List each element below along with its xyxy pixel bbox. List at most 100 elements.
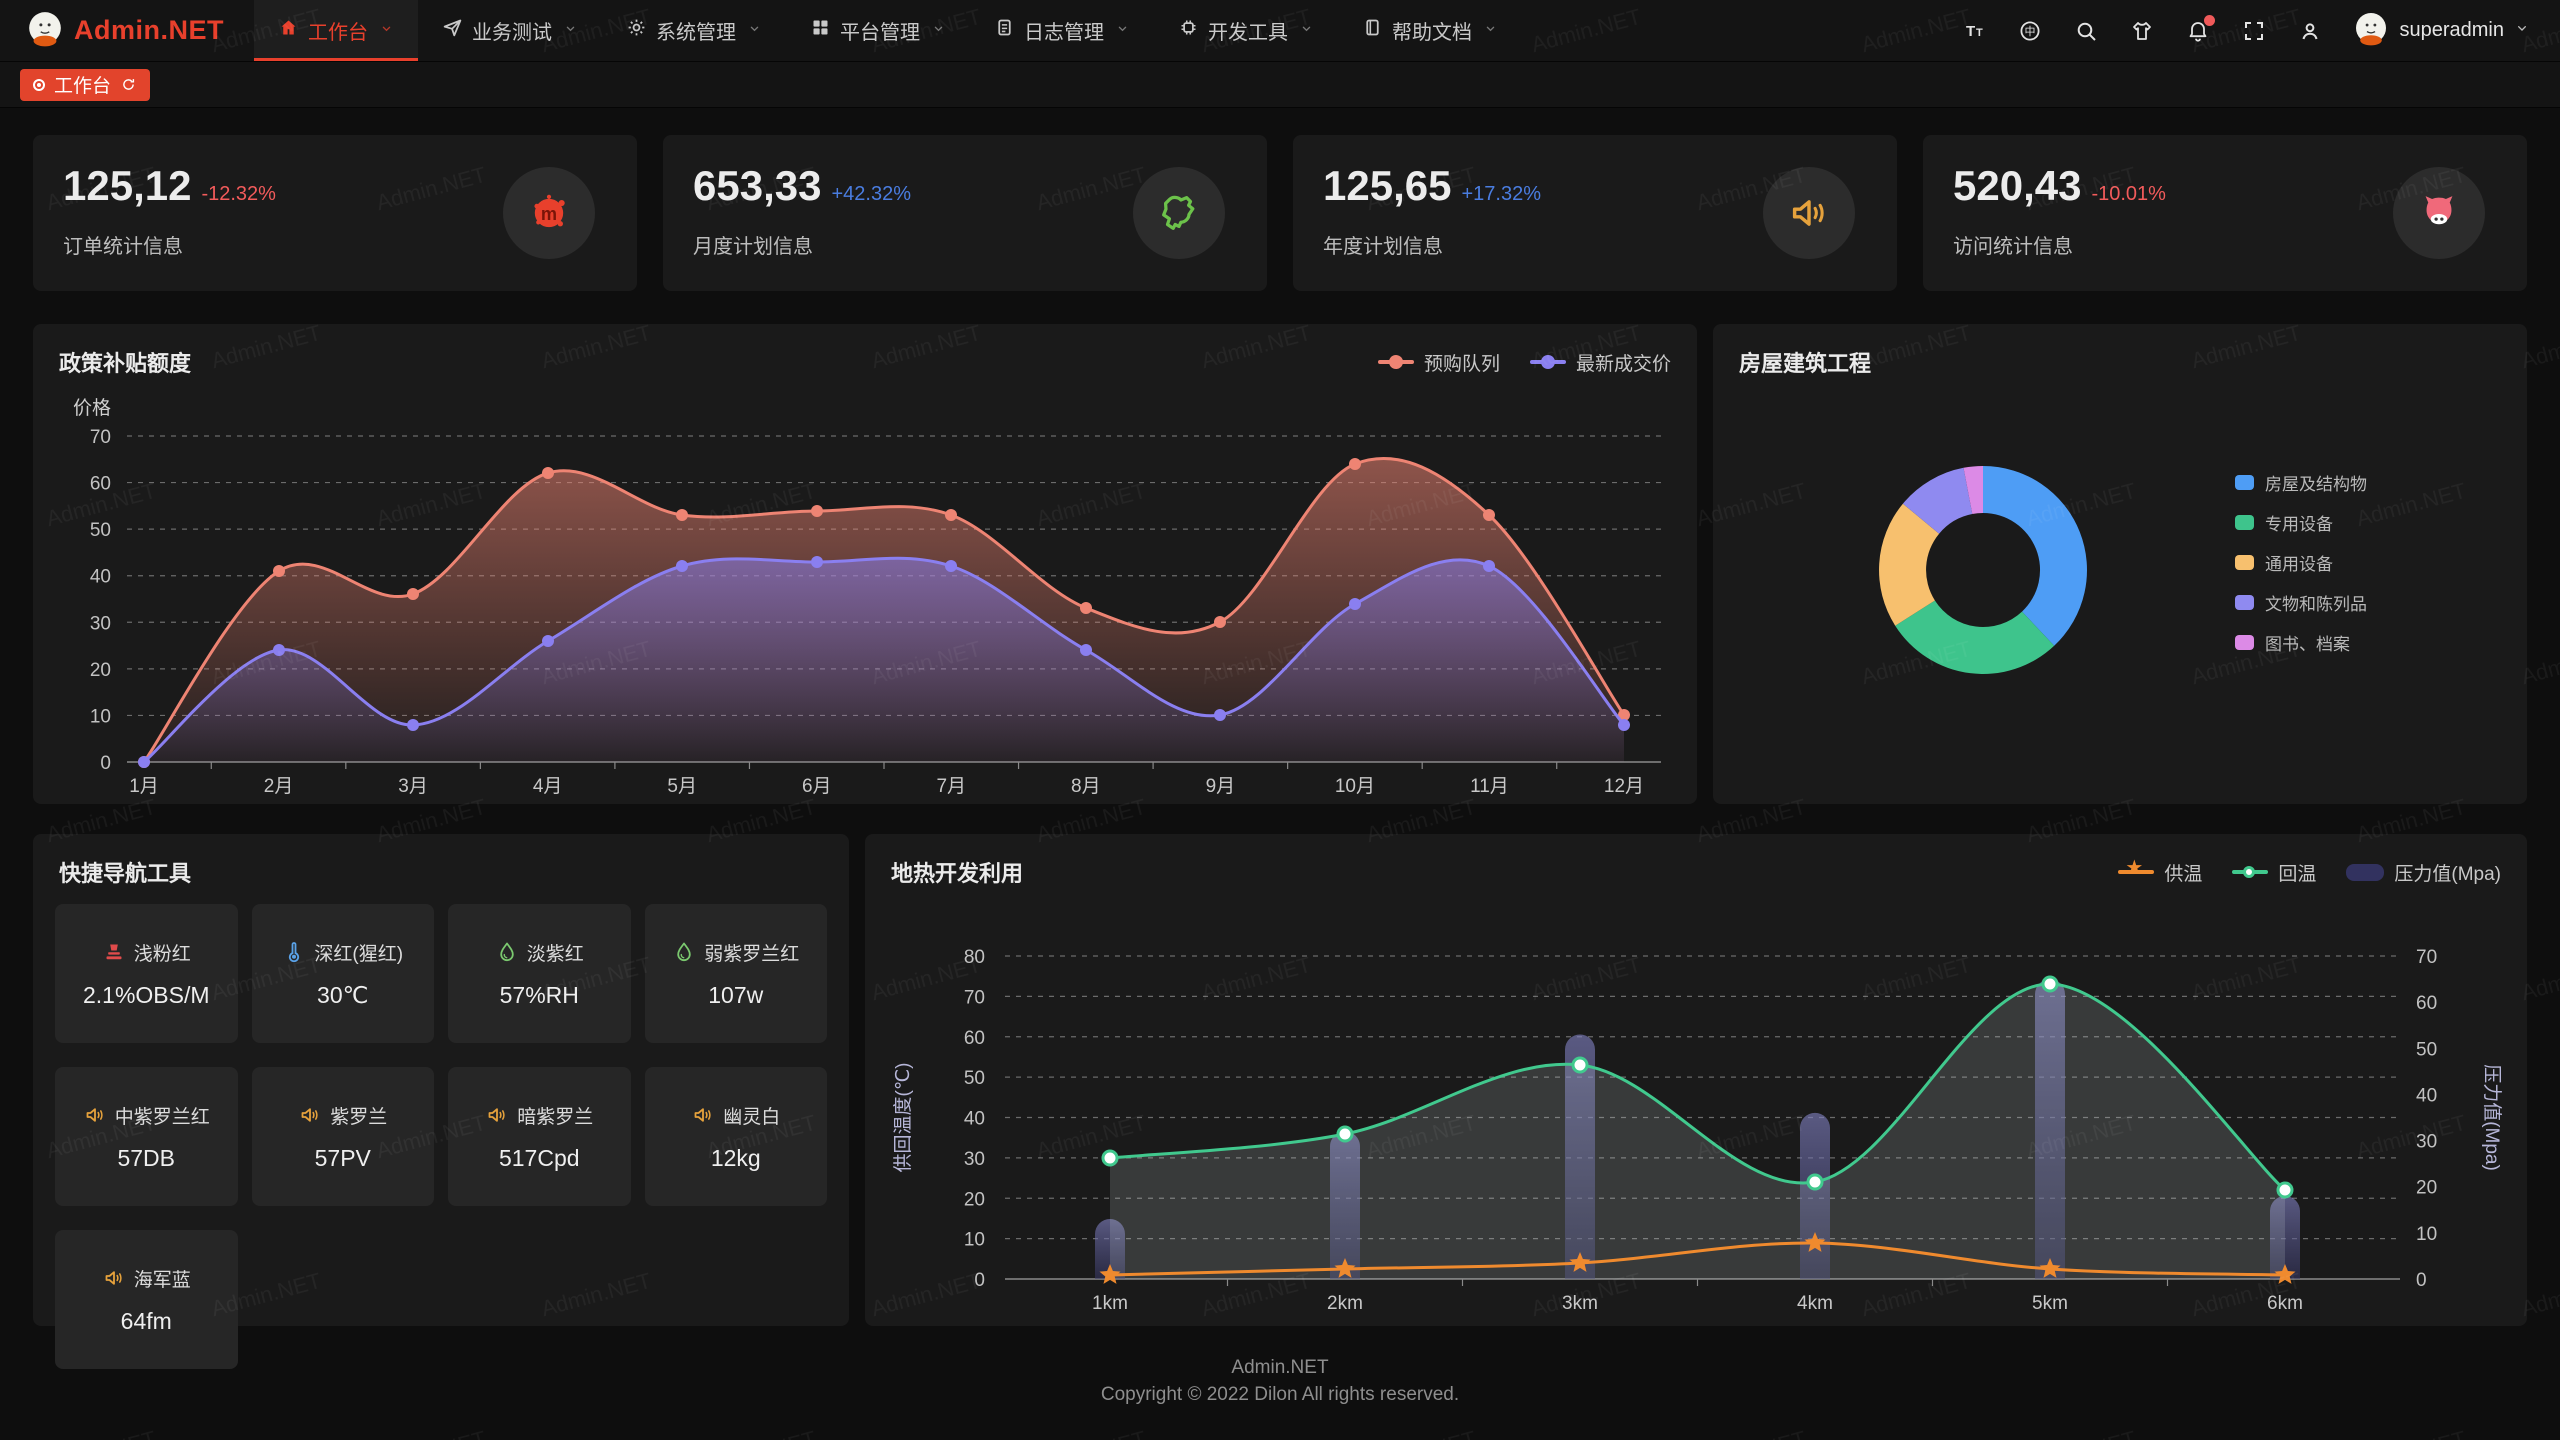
legend-marker xyxy=(2346,863,2385,881)
watermark-text: Admin.NET xyxy=(1034,1426,1149,1440)
stat-cards-row: 125,12 -12.32% 订单统计信息 m 653,33 +42.32% 月度计划信息 1… xyxy=(33,135,2527,291)
quick-nav-value: 57%RH xyxy=(499,981,579,1008)
stat-label: 订单统计信息 xyxy=(63,236,183,258)
quick-nav-item-深红(猩红)[interactable]: 深红(猩红) 30℃ xyxy=(251,904,434,1043)
user-menu[interactable]: superadmin xyxy=(2353,10,2530,51)
svg-text:20: 20 xyxy=(964,1189,985,1210)
chevron-down-icon xyxy=(2514,20,2530,41)
svg-text:0: 0 xyxy=(2416,1270,2427,1291)
china-map-icon xyxy=(1133,167,1225,259)
legend-item-压力值(Mpa)[interactable]: 压力值(Mpa) xyxy=(2346,859,2501,886)
stat-delta: -12.32% xyxy=(201,183,276,205)
stamp-icon xyxy=(102,940,126,964)
speaker-icon xyxy=(485,1103,509,1127)
stat-delta: +17.32% xyxy=(1461,183,1541,205)
nav-item-book[interactable]: 帮助文档 xyxy=(1338,0,1522,61)
quick-nav-grid: 浅粉红 2.1%OBS/M 深红(猩红) 30℃ 淡紫红 57%RH 弱紫罗兰红 107w 中紫… xyxy=(49,892,833,1381)
quick-nav-item-浅粉红[interactable]: 浅粉红 2.1%OBS/M xyxy=(55,904,238,1043)
nav-item-chip[interactable]: 开发工具 xyxy=(1154,0,1338,61)
svg-text:9月: 9月 xyxy=(1206,776,1236,794)
footer: Admin.NET Copyright © 2022 Dilon All rig… xyxy=(33,1354,2527,1408)
nav-item-send[interactable]: 业务测试 xyxy=(418,0,602,61)
svg-text:40: 40 xyxy=(964,1109,985,1130)
brand[interactable]: Admin.NET xyxy=(0,0,238,61)
svg-text:T: T xyxy=(1976,27,1983,39)
svg-text:30: 30 xyxy=(964,1149,985,1170)
building-chart-panel: 房屋建筑工程 房屋及结构物 专用设备通用设备文物和陈列品图书、档案 xyxy=(1713,324,2527,804)
stat-card-3: 125,65 +17.32% 年度计划信息 xyxy=(1293,135,1897,291)
stat-delta: -10.01% xyxy=(2091,183,2166,205)
nav-item-gear[interactable]: 系统管理 xyxy=(602,0,786,61)
svg-text:10: 10 xyxy=(964,1230,985,1251)
quick-nav-item-弱紫罗兰红[interactable]: 弱紫罗兰红 107w xyxy=(644,904,827,1043)
quick-nav-value: 517Cpd xyxy=(498,1144,580,1171)
speaker-icon xyxy=(83,1103,107,1127)
language-icon[interactable]: 中 xyxy=(2017,18,2043,44)
quick-nav-name: 淡紫红 xyxy=(526,943,584,965)
bell-icon[interactable] xyxy=(2185,14,2216,44)
fullscreen-icon[interactable] xyxy=(2241,18,2267,44)
quick-nav-item-幽灵白[interactable]: 幽灵白 12kg xyxy=(644,1067,827,1206)
svg-text:7月: 7月 xyxy=(936,776,966,794)
watermark-text: Admin.NET xyxy=(704,1426,819,1440)
speaker-icon xyxy=(1763,167,1855,259)
svg-text:4月: 4月 xyxy=(533,776,563,794)
subsidy-chart-title: 政策补贴额度 xyxy=(59,351,192,376)
legend-item-文物和陈列品[interactable]: 文物和陈列品 xyxy=(2235,590,2367,615)
legend-item-图书、档案[interactable]: 图书、档案 xyxy=(2235,630,2367,655)
quick-nav-value: 2.1%OBS/M xyxy=(82,981,210,1008)
svg-text:50: 50 xyxy=(2416,1039,2437,1060)
legend-item-通用设备[interactable]: 通用设备 xyxy=(2235,550,2367,575)
stat-value: 125,12 xyxy=(63,162,192,209)
svg-text:6月: 6月 xyxy=(802,776,832,794)
quick-nav-item-紫罗兰[interactable]: 紫罗兰 57PV xyxy=(251,1067,434,1206)
legend-item-专用设备[interactable]: 专用设备 xyxy=(2235,510,2367,535)
svg-text:价格: 价格 xyxy=(73,397,111,419)
charts-row: 政策补贴额度 预购队列 最新成交价 0 10 20 30 40 50 60 70 价格 1月 2月 3月… xyxy=(33,324,2527,804)
nav-item-label: 日志管理 xyxy=(1024,22,1104,44)
legend-item-回温[interactable]: 回温 xyxy=(2232,859,2316,886)
refresh-icon[interactable] xyxy=(120,76,137,93)
tab-工作台[interactable]: 工作台 xyxy=(20,68,151,101)
app-logo-avatar xyxy=(26,9,64,52)
watermark-text: Admin.NET xyxy=(2024,1426,2139,1440)
legend-swatch xyxy=(2235,635,2254,650)
watermark-text: Admin.NET xyxy=(1364,1426,1479,1440)
stat-card-2: 653,33 +42.32% 月度计划信息 xyxy=(663,135,1267,291)
brand-name: Admin.NET xyxy=(74,15,224,45)
legend-item-预购队列[interactable]: 预购队列 xyxy=(1377,349,1500,376)
user-icon[interactable] xyxy=(2297,18,2323,44)
legend-item-最新成交价[interactable]: 最新成交价 xyxy=(1529,349,1671,376)
legend-label: 供温 xyxy=(2164,863,2203,885)
nav-item-home[interactable]: 工作台 xyxy=(254,0,418,61)
search-icon[interactable] xyxy=(2073,18,2099,44)
quick-nav-item-暗紫罗兰[interactable]: 暗紫罗兰 517Cpd xyxy=(448,1067,631,1206)
username: superadmin xyxy=(2399,19,2504,41)
nav-item-grid[interactable]: 平台管理 xyxy=(786,0,970,61)
quick-nav-item-中紫罗兰红[interactable]: 中紫罗兰红 57DB xyxy=(55,1067,238,1206)
speaker-icon xyxy=(691,1103,715,1127)
quick-nav-item-淡紫红[interactable]: 淡紫红 57%RH xyxy=(448,904,631,1043)
legend-swatch xyxy=(2235,555,2254,570)
legend-item-供温[interactable]: ★ 供温 xyxy=(2118,858,2203,886)
watermark-text: Admin.NET xyxy=(374,1426,489,1440)
building-chart-title: 房屋建筑工程 xyxy=(1739,351,1872,376)
nav-item-label: 工作台 xyxy=(308,22,368,44)
quick-nav-panel: 快捷导航工具 浅粉红 2.1%OBS/M 深红(猩红) 30℃ 淡紫红 57%RH 弱紫罗兰… xyxy=(33,834,849,1369)
nav-item-label: 帮助文档 xyxy=(1392,22,1472,44)
legend-item-房屋及结构物[interactable]: 房屋及结构物 xyxy=(2235,470,2367,495)
legend-label: 回温 xyxy=(2278,863,2317,885)
legend-label: 图书、档案 xyxy=(2265,635,2350,654)
svg-text:m: m xyxy=(541,204,557,224)
svg-text:5km: 5km xyxy=(2032,1293,2068,1314)
theme-icon[interactable] xyxy=(2129,18,2155,44)
svg-text:50: 50 xyxy=(90,520,111,541)
subsidy-chart: 0 10 20 30 40 50 60 70 价格 1月 2月 3月 4月 5月 6月 7月 8月 9月 10月 11… xyxy=(49,382,1681,799)
svg-text:1月: 1月 xyxy=(129,776,159,794)
geothermal-chart-title: 地热开发利用 xyxy=(891,861,1024,886)
svg-text:30: 30 xyxy=(2416,1132,2437,1153)
nav-item-document[interactable]: 日志管理 xyxy=(970,0,1154,61)
quick-nav-item-海军蓝[interactable]: 海军蓝 64fm xyxy=(55,1230,238,1369)
